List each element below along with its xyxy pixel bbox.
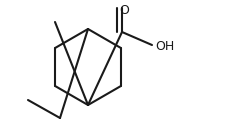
Text: OH: OH xyxy=(154,40,174,53)
Text: O: O xyxy=(119,4,128,17)
